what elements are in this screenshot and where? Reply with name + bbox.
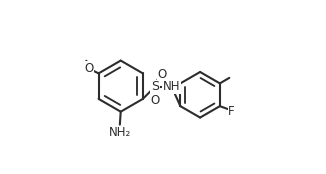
Text: F: F (228, 105, 234, 118)
Text: S: S (151, 81, 159, 93)
Text: NH: NH (163, 80, 180, 93)
Text: O: O (84, 62, 94, 75)
Text: O: O (150, 94, 159, 107)
Text: O: O (157, 68, 166, 81)
Text: NH₂: NH₂ (109, 126, 131, 139)
